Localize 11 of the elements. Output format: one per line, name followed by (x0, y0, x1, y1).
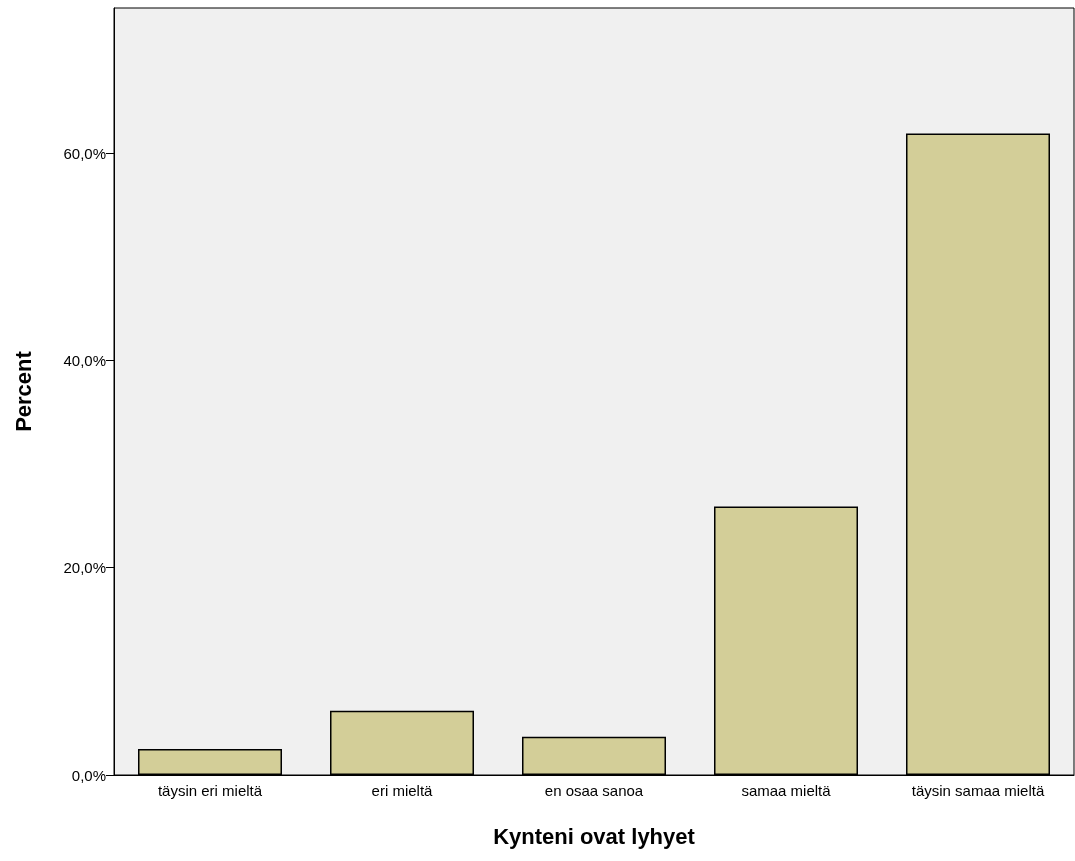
y-tick-label: 0,0% (71, 766, 106, 784)
y-tick-label: 60,0% (63, 144, 106, 162)
x-tick-label: täysin samaa mieltä (911, 782, 1045, 799)
x-tick-label: samaa mieltä (741, 782, 832, 799)
x-axis-title: Kynteni ovat lyhyet (493, 823, 696, 849)
y-axis-title: Percent (10, 350, 36, 432)
x-tick-label: eri mieltä (371, 782, 434, 799)
y-tick-label: 20,0% (63, 559, 106, 577)
y-tick-label: 40,0% (63, 351, 106, 369)
x-tick-label: en osaa sanoa (544, 782, 644, 799)
x-tick-label: täysin eri mieltä (157, 782, 263, 799)
